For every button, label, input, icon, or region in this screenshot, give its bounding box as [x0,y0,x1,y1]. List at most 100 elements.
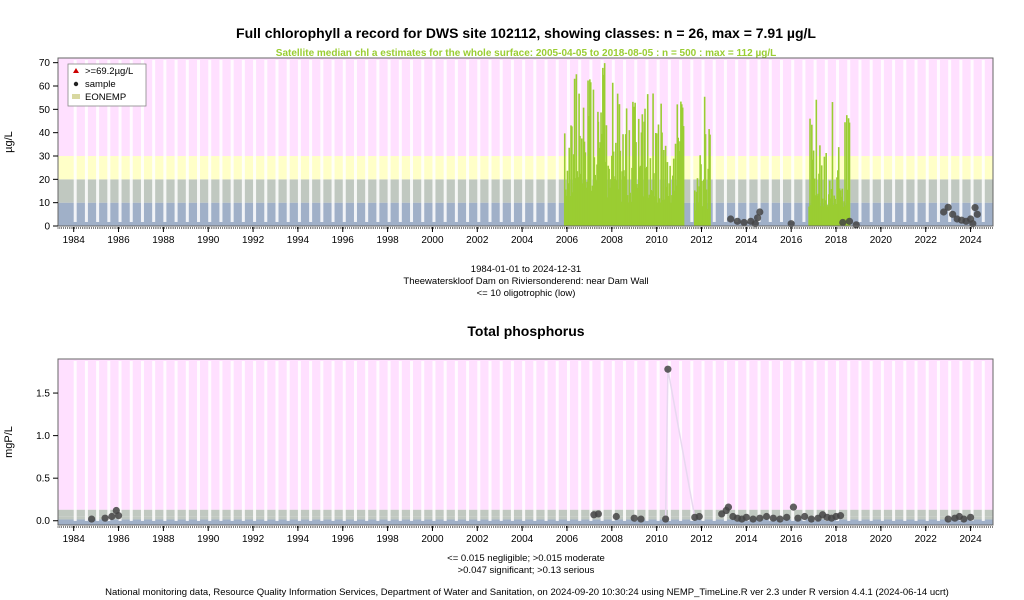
year-stripe [858,60,862,222]
sample-point [776,515,784,523]
sample-point [742,513,750,521]
year-stripe [152,361,156,521]
year-stripe [600,361,604,521]
year-stripe [230,361,234,521]
chart2-ylabel: mgP/L [3,426,15,458]
year-stripe [802,60,806,222]
year-stripe [667,361,671,521]
year-stripe [398,361,402,521]
chart1-title: Full chlorophyll a record for DWS site 1… [236,25,816,41]
year-stripe [791,60,795,222]
sample-point [727,215,735,223]
year-stripe [544,60,548,222]
year-stripe [824,60,828,222]
x-tick-label: 2022 [915,235,938,246]
chart1-subtitle: Satellite median chl a estimates for the… [276,48,776,59]
year-stripe [566,60,570,222]
year-stripe [107,361,111,521]
sample-point [753,214,762,222]
year-stripe [398,60,402,222]
year-stripe [84,361,88,521]
chart1-legend: >=69.2µg/L sample EONEMP [67,63,147,107]
x-tick-label: 2018 [825,534,848,545]
chart2-plot: 0.0 0.5 1.0 1.5 1984 1986 1988 1990 1992 1994 1996… [36,358,996,545]
year-stripe [802,361,806,521]
x-tick-label: 2008 [601,534,624,545]
year-stripe [230,60,234,222]
sample-point [756,514,764,522]
year-stripe [948,60,952,222]
year-stripe [869,361,873,521]
x-tick-label: 1984 [63,534,86,545]
x-tick-label: 2020 [870,235,893,246]
x-tick-label: 2012 [690,534,713,545]
year-stripe [903,60,907,222]
year-stripe [275,60,279,222]
year-stripe [690,361,694,521]
year-stripe [264,60,268,222]
year-stripe [779,60,783,222]
x-tick-label: 2024 [959,235,982,246]
chart1-note-site: Theewaterskloof Dam on Riviersonderend: … [403,276,648,287]
year-stripe [723,60,727,222]
x-tick-label: 2014 [735,235,758,246]
sample-point [88,515,96,523]
year-stripe [488,361,492,521]
plot-frame [57,358,994,526]
sample-point [637,515,645,523]
x-tick-label: 2000 [421,534,444,545]
x-tick-label: 2010 [646,235,669,246]
year-stripe [555,60,559,222]
x-tick-label: 2014 [735,534,758,545]
year-stripe [208,60,212,222]
year-stripe [735,60,739,222]
year-stripe [443,361,447,521]
class-band [58,519,993,525]
year-stripe [197,60,201,222]
year-stripe [892,60,896,222]
year-stripe [96,361,100,521]
sample-point [783,513,791,521]
x-tick-label: 1990 [197,235,220,246]
sample-point [695,512,703,521]
x-tick-label: 1998 [376,534,399,545]
year-stripe [118,60,122,222]
year-stripe [432,361,436,521]
x-tick-label: 2008 [601,235,624,246]
year-stripe [454,361,458,521]
year-stripe [858,361,862,521]
year-stripe [623,60,627,222]
sample-point [114,512,123,520]
sample-point [756,208,764,216]
x-tick-label: 2010 [646,534,669,545]
x-tick-label: 2000 [421,235,444,246]
year-stripe [152,60,156,222]
year-stripe [959,361,963,521]
year-stripe [869,60,873,222]
x-tick-label: 2022 [915,534,938,545]
x-tick-label: 1990 [197,534,220,545]
year-stripe [623,361,627,521]
x-tick-label: 1986 [107,534,130,545]
x-tick-label: 1986 [107,235,130,246]
x-tick-label: 1992 [242,235,265,246]
x-tick-label: 1998 [376,235,399,246]
year-stripe [555,361,559,521]
sample-point [612,512,620,521]
x-tick-label: 2020 [870,534,893,545]
year-stripe [488,60,492,222]
sample-point [108,512,116,521]
year-stripe [185,361,189,521]
y-tick-label: 40 [39,128,51,139]
year-stripe [746,60,750,222]
year-stripe [286,60,290,222]
year-stripe [443,60,447,222]
x-tick-label: 2002 [466,235,489,246]
legend-sample-label: sample [85,79,116,90]
year-stripe [174,361,178,521]
sample-point [839,218,847,227]
sample-point [762,512,771,521]
year-stripe [746,361,750,521]
year-stripe [791,361,795,521]
